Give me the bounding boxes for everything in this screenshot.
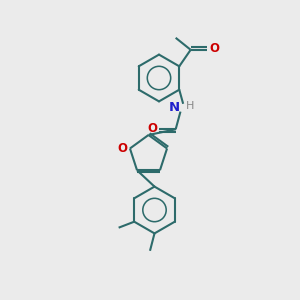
Text: N: N [169, 101, 180, 114]
Text: O: O [117, 142, 127, 155]
Text: H: H [186, 101, 194, 111]
Text: O: O [209, 42, 219, 56]
Text: O: O [147, 122, 158, 135]
